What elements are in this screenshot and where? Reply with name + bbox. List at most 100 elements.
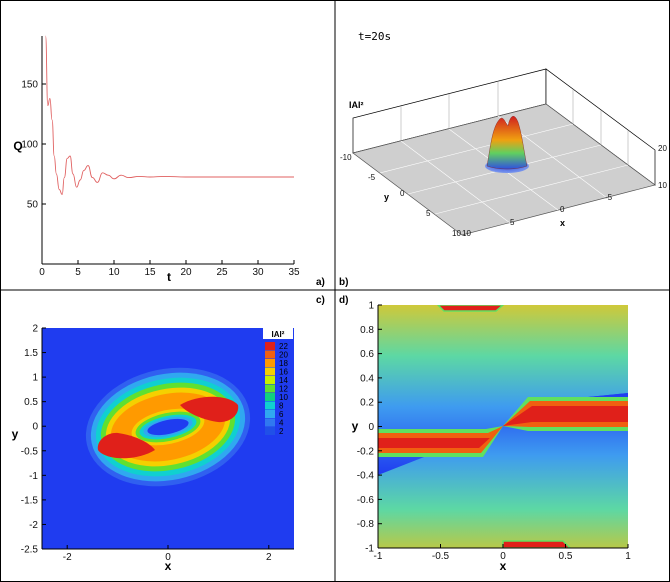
panel-d-xlabel: x — [500, 559, 507, 573]
panel-label-b: b) — [339, 277, 348, 288]
x-tick-label-30: 30 — [252, 267, 264, 278]
x-tick-label-0: 0 — [39, 267, 45, 278]
y-tick-label-0p5: 0.5 — [24, 397, 38, 408]
panel-a-axes: 0 5 10 15 20 25 30 35 50 100 150 — [21, 36, 300, 278]
panel-d-band-inner — [378, 406, 628, 448]
panel-b-ztick-20: 20 — [658, 144, 667, 153]
legend-swatch-6 — [265, 410, 275, 418]
panel-b-ytick-0: 0 — [400, 189, 405, 198]
panel-c-ylabel: y — [12, 427, 19, 441]
panel-d-bottom-bar — [502, 540, 572, 548]
legend-label-4: 4 — [279, 419, 284, 428]
panel-b-annotation: t=20s — [358, 30, 391, 43]
x-tick-label-15: 15 — [144, 267, 156, 278]
legend-swatch-14 — [265, 376, 275, 384]
panel-b-xtick-m5: -5 — [605, 193, 613, 202]
x-tick-label-m2: -2 — [63, 552, 72, 563]
x-tick-label-10: 10 — [108, 267, 120, 278]
legend-label-12: 12 — [279, 385, 288, 394]
panel-b-zlabel: IAI² — [349, 100, 364, 110]
panel-b-ytick-m5: -5 — [368, 173, 376, 182]
panel-c-legend-title: IAI² — [272, 330, 285, 339]
y-tick-label-150: 150 — [21, 80, 38, 91]
x-tick-label-2: 2 — [266, 552, 272, 563]
y-tick-label-1p5: 1.5 — [24, 348, 38, 359]
panel-c-xlabel: x — [165, 559, 172, 573]
panel-b-floor-grid-3 — [434, 164, 629, 215]
x-tick-label-0: 0 — [500, 551, 506, 562]
panel-c-axes: -2 0 2 -2.5 -2 -1.5 -1 -0.5 0 0.5 1 1.5 2 — [21, 324, 294, 563]
panel-b-blank-box — [578, 18, 658, 76]
y-tick-label-m0p4: -0.4 — [357, 471, 375, 482]
panel-label-c: c) — [316, 295, 325, 306]
panel-b-floor-grid-4 — [400, 140, 511, 224]
x-tick-label-35: 35 — [288, 267, 300, 278]
y-tick-label-0: 0 — [368, 422, 374, 433]
panel-a-ylabel: Q — [13, 139, 22, 153]
y-tick-label-1: 1 — [32, 373, 38, 384]
panel-d-lower-region — [378, 393, 628, 548]
panel-b: t=20s IAI² -10 -5 0 5 10 y 10 5 0 -5 x — [340, 18, 667, 238]
x-tick-label-m0p5: -0.5 — [432, 551, 450, 562]
x-tick-label-25: 25 — [216, 267, 228, 278]
x-tick-label-0p5: 0.5 — [559, 551, 573, 562]
y-tick-label-2: 2 — [32, 324, 38, 335]
panel-b-floor-grid-1 — [379, 123, 574, 174]
y-tick-label-m0p6: -0.6 — [357, 495, 375, 506]
panel-a-series-line — [45, 35, 294, 195]
panel-d-axes: -1 -0.5 0 0.5 1 -1 -0.8 -0.6 -0.4 -0.2 0 0.2 0.4 0.6 0… — [357, 301, 631, 563]
panel-b-xtick-5: 5 — [510, 218, 515, 227]
y-tick-label-m0p5: -0.5 — [21, 446, 39, 457]
legend-label-18: 18 — [279, 359, 288, 368]
panel-b-ylabel: y — [384, 192, 389, 202]
y-tick-label-m1: -1 — [29, 471, 38, 482]
legend-swatch-2 — [265, 427, 275, 435]
legend-swatch-12 — [265, 384, 275, 393]
x-tick-label-m1: -1 — [374, 551, 383, 562]
legend-label-16: 16 — [279, 368, 288, 377]
panel-c-hotspot-right — [180, 396, 239, 423]
y-tick-label-m1p5: -1.5 — [21, 495, 39, 506]
panel-c-hotspot-left — [97, 432, 155, 459]
panel-d-top-bar — [436, 305, 505, 312]
x-tick-label-20: 20 — [180, 267, 192, 278]
legend-swatch-22 — [265, 342, 275, 350]
y-tick-label-m1: -1 — [365, 544, 374, 555]
y-tick-label-0p2: 0.2 — [360, 398, 374, 409]
panel-b-ytick-10: 10 — [452, 229, 461, 238]
panel-d-plot — [378, 305, 628, 548]
y-tick-label-100: 100 — [21, 140, 38, 151]
legend-swatch-8 — [265, 401, 275, 410]
y-tick-label-1: 1 — [368, 301, 374, 312]
panel-a-xlabel: t — [167, 270, 171, 284]
legend-label-8: 8 — [279, 402, 284, 411]
y-tick-label-m2p5: -2.5 — [21, 545, 39, 556]
panel-label-d: d) — [339, 295, 348, 306]
panel-b-ztick-10: 10 — [658, 181, 667, 190]
panel-b-xtick-10: 10 — [462, 229, 471, 238]
panel-label-a: a) — [316, 277, 325, 288]
panel-b-peak — [486, 116, 528, 170]
x-tick-label-5: 5 — [75, 267, 81, 278]
panel-c-legend-title-box — [263, 328, 293, 339]
x-tick-label-0: 0 — [165, 552, 171, 563]
legend-label-10: 10 — [279, 393, 288, 402]
panel-b-xlabel: x — [560, 218, 565, 228]
legend-swatch-18 — [265, 359, 275, 367]
panel-b-ytick-5: 5 — [426, 209, 431, 218]
legend-label-2: 2 — [279, 427, 284, 436]
y-tick-label-50: 50 — [27, 200, 39, 211]
panel-b-ytick-m10: -10 — [340, 153, 352, 162]
x-tick-label-1: 1 — [625, 551, 631, 562]
panel-c-hole-2 — [147, 418, 189, 436]
legend-swatch-10 — [265, 393, 275, 401]
y-tick-label-0p6: 0.6 — [360, 349, 374, 360]
y-tick-label-m0p8: -0.8 — [357, 519, 375, 530]
legend-label-14: 14 — [279, 376, 288, 385]
y-tick-label-m2: -2 — [29, 520, 38, 531]
legend-label-20: 20 — [279, 351, 288, 360]
y-tick-label-m0p2: -0.2 — [357, 446, 375, 457]
